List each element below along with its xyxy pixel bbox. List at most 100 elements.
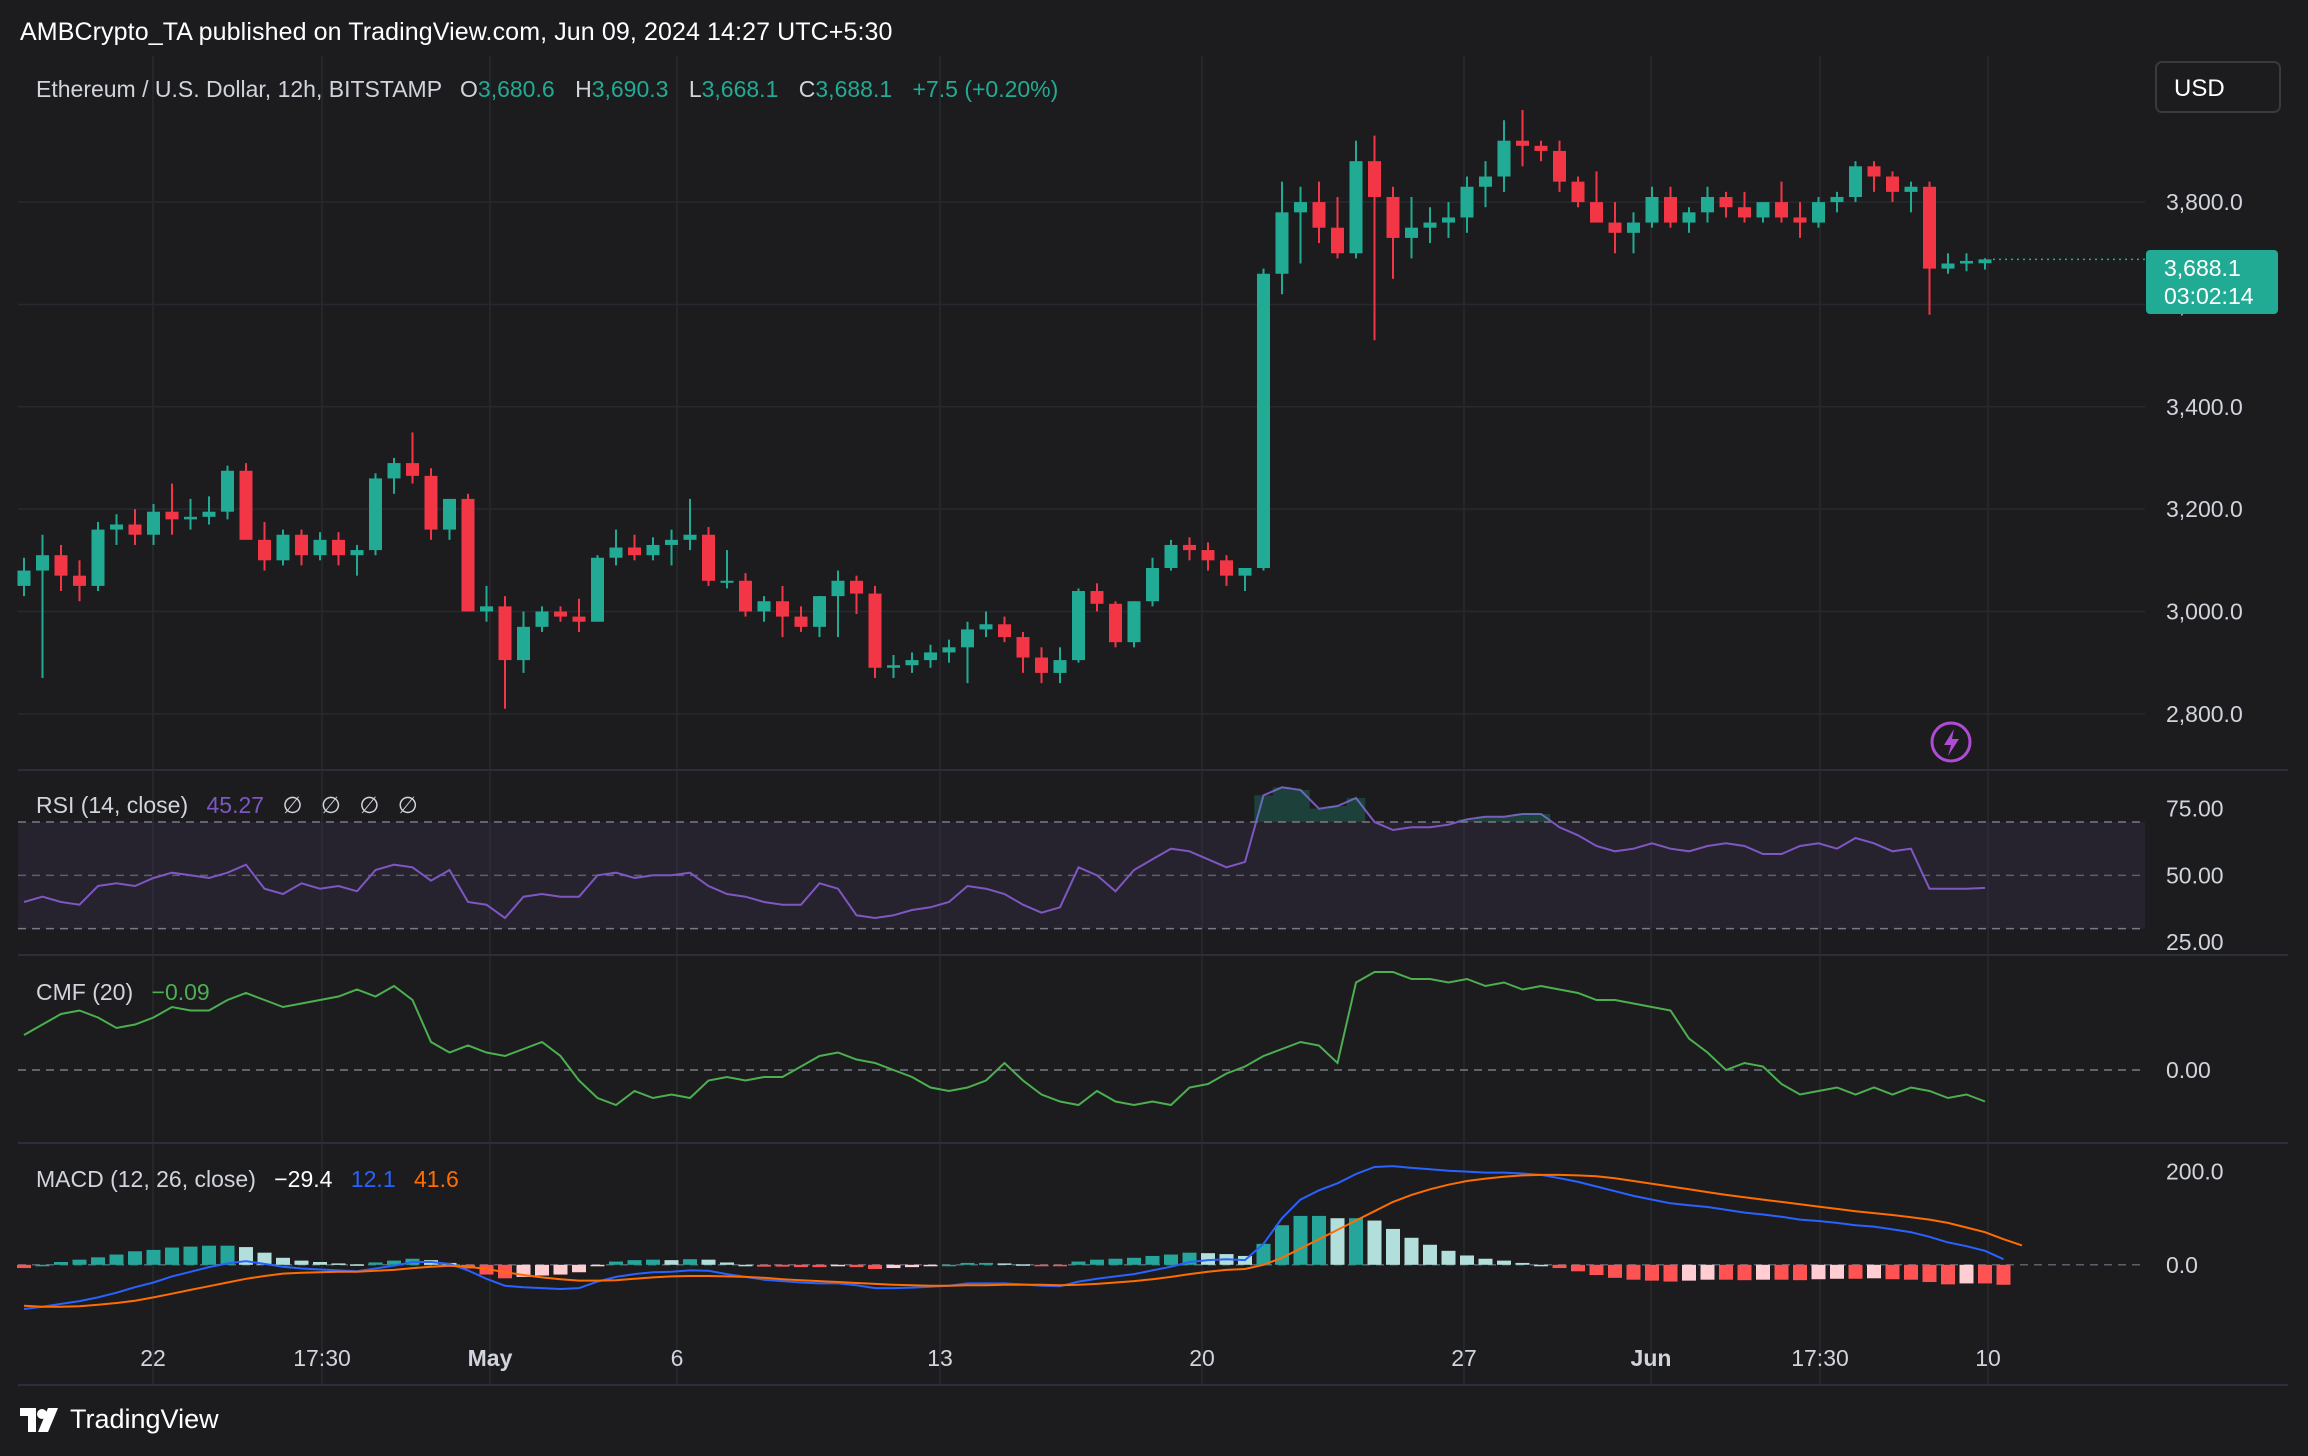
candle-body xyxy=(17,570,31,586)
macd-histogram-bar xyxy=(146,1249,161,1265)
candle-body xyxy=(221,470,234,512)
macd-histogram-bar xyxy=(1959,1264,1974,1284)
candle-body xyxy=(202,511,216,517)
rsi-label: RSI (14, close) xyxy=(36,792,188,818)
candle-body xyxy=(1016,637,1030,658)
candle-body xyxy=(1479,176,1492,187)
macd-histogram-bar xyxy=(1922,1264,1937,1283)
macd-histogram-bar xyxy=(775,1264,790,1267)
time-axis-label: 27 xyxy=(1451,1345,1477,1371)
macd-line-value: 12.1 xyxy=(351,1166,396,1192)
macd-histogram-bar xyxy=(1367,1220,1382,1265)
rsi-axis-label: 50.00 xyxy=(2166,862,2224,888)
lightning-icon[interactable] xyxy=(1930,721,1972,763)
candle-body xyxy=(1886,176,1899,192)
candle-body xyxy=(1534,145,1548,151)
macd-histogram-bar xyxy=(1201,1253,1215,1265)
macd-histogram-bar xyxy=(165,1247,179,1265)
macd-histogram-bar xyxy=(590,1264,605,1267)
candle-body xyxy=(794,616,808,627)
macd-histogram-bar xyxy=(220,1245,235,1265)
candle-body xyxy=(1109,603,1122,643)
macd-histogram-bar xyxy=(1793,1264,1807,1281)
candle-body xyxy=(1405,227,1418,238)
macd-histogram-bar xyxy=(72,1259,87,1265)
candle-body xyxy=(739,580,752,612)
publisher-line: AMBCrypto_TA published on TradingView.co… xyxy=(20,18,893,46)
macd-histogram-bar xyxy=(1682,1264,1696,1281)
open-value: 3,680.6 xyxy=(478,76,555,102)
macd-histogram-bar xyxy=(1552,1264,1567,1269)
macd-histogram-bar xyxy=(1404,1237,1419,1265)
time-axis-label: 22 xyxy=(140,1345,166,1371)
rsi-series xyxy=(23,786,1986,920)
macd-histogram-bar xyxy=(1386,1228,1400,1265)
macd-histogram-bar xyxy=(923,1264,938,1267)
price-axis-label: 3,000.0 xyxy=(2166,598,2243,624)
macd-histogram-bar xyxy=(960,1262,975,1265)
macd-histogram-bar xyxy=(35,1264,50,1267)
macd-legend[interactable]: MACD (12, 26, close) −29.4 12.1 41.6 xyxy=(36,1166,459,1192)
macd-axis-label: 200.0 xyxy=(2166,1159,2224,1185)
macd-histogram-bar xyxy=(683,1259,697,1265)
candle-body xyxy=(868,593,882,668)
candle-body xyxy=(1349,161,1363,254)
close-value: 3,688.1 xyxy=(815,76,892,102)
macd-histogram-bar xyxy=(1108,1258,1123,1265)
macd-histogram-bar xyxy=(239,1247,253,1265)
candle-body xyxy=(1312,202,1326,228)
macd-histogram-bar xyxy=(831,1264,845,1267)
candle-body xyxy=(1090,591,1104,604)
candle-body xyxy=(628,547,641,556)
macd-histogram-bar xyxy=(1293,1215,1308,1265)
macd-histogram-bar xyxy=(1534,1264,1548,1267)
macd-histogram-bar xyxy=(701,1259,716,1265)
rsi-null-2: ∅ xyxy=(321,792,341,818)
low-value: 3,668.1 xyxy=(702,76,779,102)
candle-body xyxy=(1238,567,1252,576)
macd-histogram-bar xyxy=(1090,1259,1104,1265)
time-axis-label: 6 xyxy=(671,1345,684,1371)
candle-body xyxy=(961,629,974,648)
candle-body xyxy=(239,470,253,540)
candle-body xyxy=(776,601,789,617)
rsi-value: 45.27 xyxy=(207,792,265,818)
rsi-axis-label: 25.00 xyxy=(2166,929,2224,955)
rsi-overbought-fill xyxy=(1476,816,1495,822)
candle-body xyxy=(1553,150,1566,182)
price-axis-label: 2,800.0 xyxy=(2166,701,2243,727)
rsi-axis-label: 75.00 xyxy=(2166,796,2224,822)
time-axis-label: 17:30 xyxy=(1791,1345,1849,1371)
tradingview-logo[interactable]: TradingView xyxy=(20,1404,219,1435)
cmf-label: CMF (20) xyxy=(36,979,133,1005)
candle-body xyxy=(406,463,419,476)
rsi-null-4: ∅ xyxy=(398,792,418,818)
tradingview-brand: TradingView xyxy=(70,1404,219,1434)
candle-body xyxy=(1127,601,1141,643)
time-axis: 22 17:30 May 6 13 20 27 Jun 17:30 10 xyxy=(140,1345,2001,1371)
cmf-line xyxy=(23,971,1986,1107)
macd-histogram-bar xyxy=(1978,1264,1992,1284)
macd-axis-label: 0.0 xyxy=(2166,1252,2198,1278)
currency-button[interactable]: USD xyxy=(2155,61,2281,113)
macd-histogram-bar xyxy=(1460,1255,1474,1265)
candle-body xyxy=(128,524,142,535)
candle-body xyxy=(683,534,697,540)
macd-histogram-bar xyxy=(1034,1264,1049,1267)
cmf-legend[interactable]: CMF (20) −0.09 xyxy=(36,979,210,1005)
price-axis: 3,800.03,600.03,400.03,200.03,000.02,800… xyxy=(2166,189,2243,1278)
candle-body xyxy=(1423,222,1437,228)
rsi-overbought-fill xyxy=(1254,795,1273,822)
price-axis-label: 3,800.0 xyxy=(2166,189,2243,215)
candle-body xyxy=(110,524,123,530)
candle-body xyxy=(1867,166,1881,177)
candle-body xyxy=(831,580,845,597)
candle-body xyxy=(165,511,179,520)
currency-button-label: USD xyxy=(2174,75,2225,102)
macd-histogram-bar xyxy=(1904,1264,1918,1280)
rsi-legend[interactable]: RSI (14, close) 45.27 ∅ ∅ ∅ ∅ xyxy=(36,792,418,818)
symbol-legend[interactable]: Ethereum / U.S. Dollar, 12h, BITSTAMP O3… xyxy=(36,76,1058,102)
macd-histogram-bar xyxy=(1053,1264,1067,1267)
candle-body xyxy=(1701,196,1714,213)
